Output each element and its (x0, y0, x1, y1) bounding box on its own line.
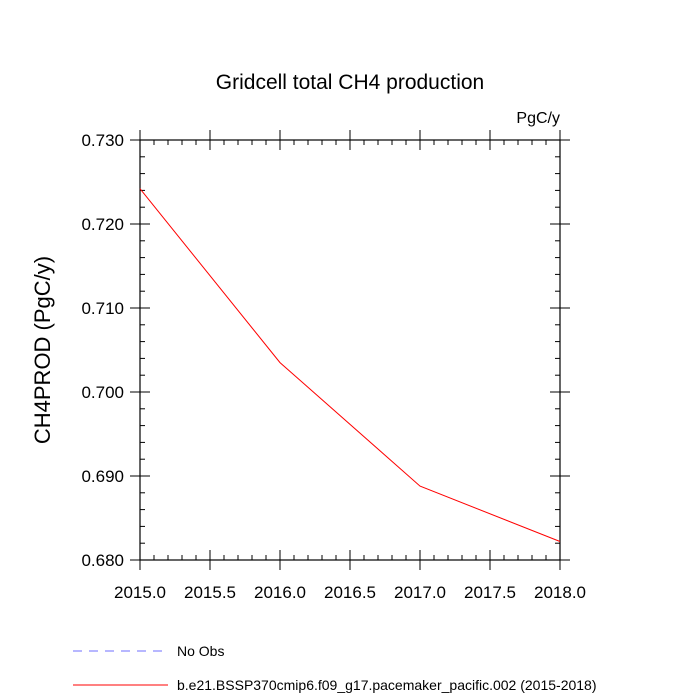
x-tick-label: 2015.0 (114, 583, 166, 602)
y-tick-label: 0.720 (81, 215, 124, 234)
legend-label: b.e21.BSSP370cmip6.f09_g17.pacemaker_pac… (177, 677, 597, 693)
y-tick-label: 0.700 (81, 383, 124, 402)
y-axis-label: CH4PROD (PgC/y) (30, 256, 55, 444)
x-tick-label: 2016.5 (324, 583, 376, 602)
legend: No Obs b.e21.BSSP370cmip6.f09_g17.pacemak… (73, 643, 597, 693)
y-tick-label: 0.680 (81, 551, 124, 570)
plot-frame (139, 139, 561, 561)
units-label: PgC/y (516, 110, 560, 127)
x-tick-label: 2018.0 (534, 583, 586, 602)
y-tick-label: 0.690 (81, 467, 124, 486)
plot-area: 2015.0 2015.5 2016.0 2016.5 2017.0 2017.5 2018… (81, 130, 586, 602)
legend-label: No Obs (177, 643, 224, 659)
x-tick-label: 2015.5 (184, 583, 236, 602)
y-tick-label: 0.730 (81, 131, 124, 150)
x-tick-label: 2016.0 (254, 583, 306, 602)
chart-title: Gridcell total CH4 production (216, 71, 484, 94)
y-tick-label: 0.710 (81, 299, 124, 318)
series-line (139, 188, 561, 542)
x-tick-label: 2017.5 (464, 583, 516, 602)
x-tick-label: 2017.0 (394, 583, 446, 602)
